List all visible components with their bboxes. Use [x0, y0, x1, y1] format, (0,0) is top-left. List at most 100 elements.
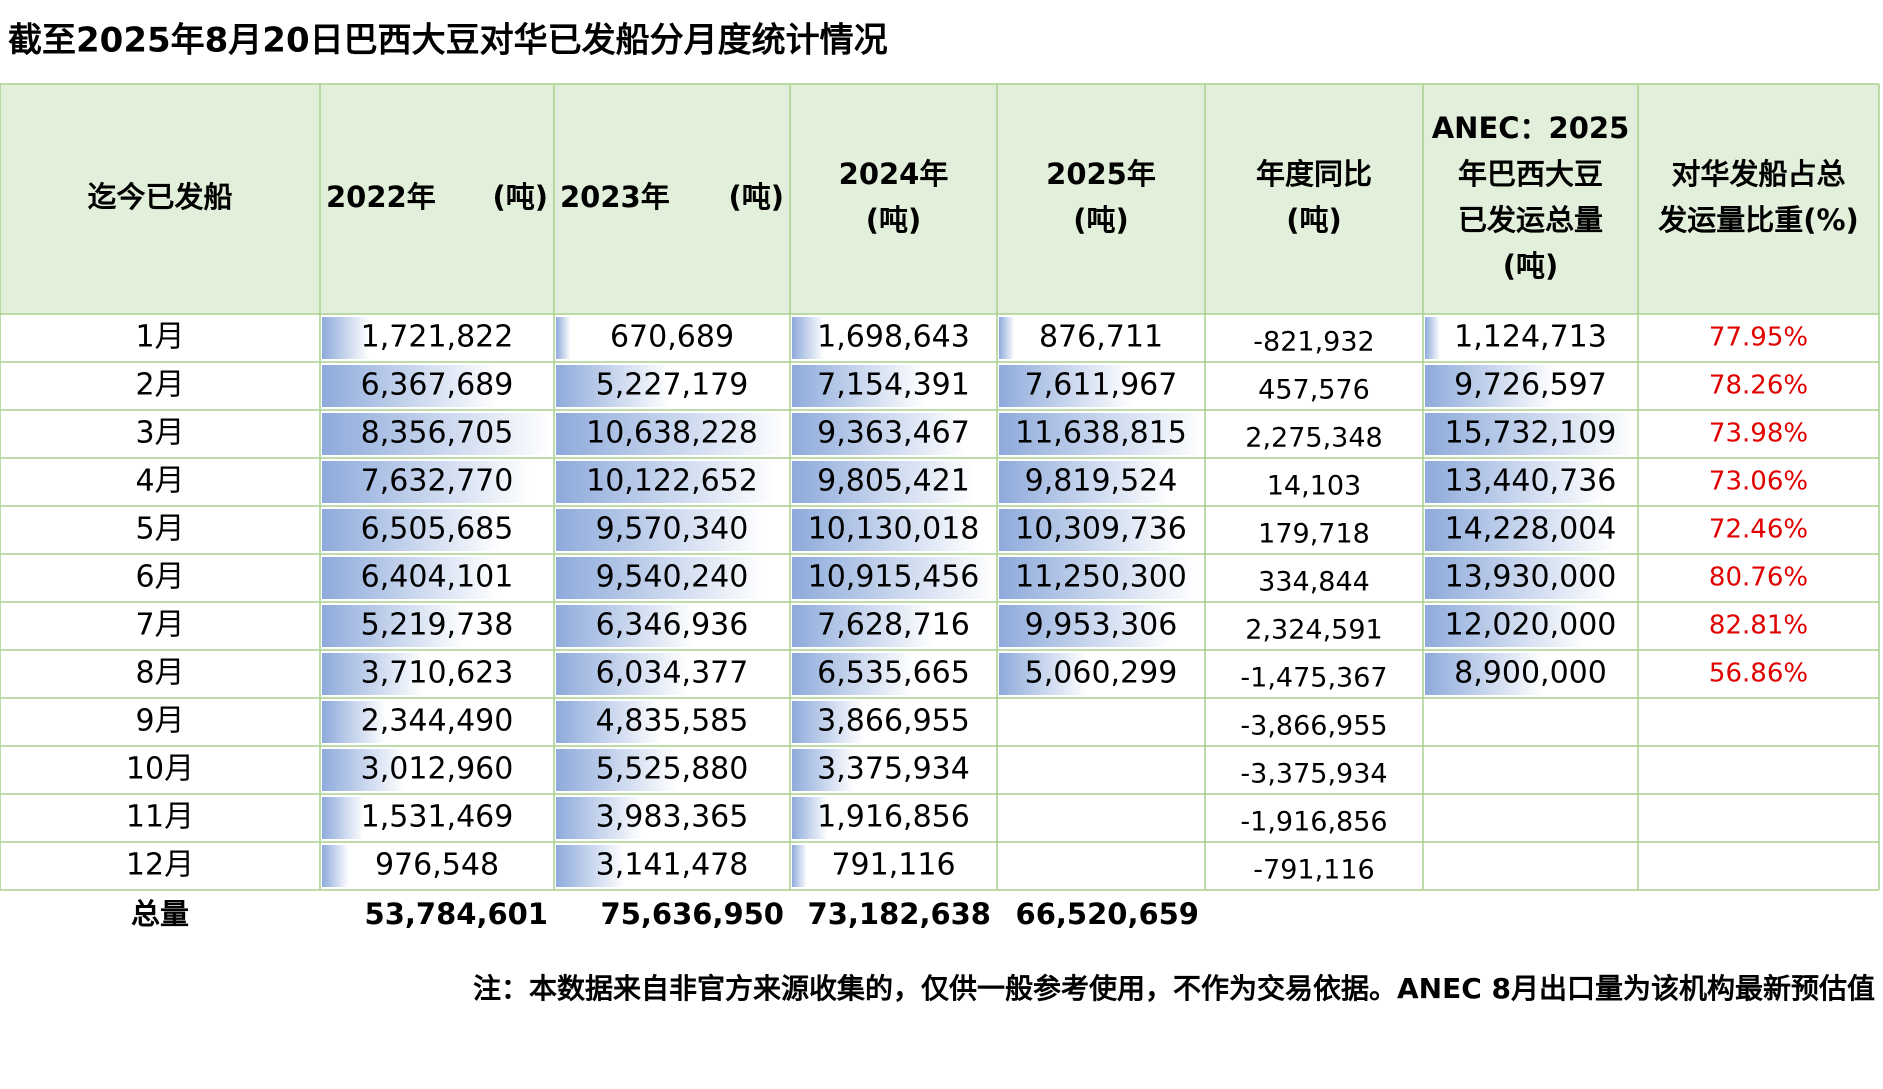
cell-text: 9,363,467	[817, 416, 970, 451]
cell-text: 14,228,004	[1445, 512, 1617, 547]
data-bar	[792, 317, 824, 359]
data-bar	[1425, 557, 1612, 599]
month-label: 6月	[135, 560, 184, 595]
header-text: 已发运总量	[1458, 203, 1603, 237]
data-bar	[556, 413, 788, 455]
cell-text: 1,721,822	[361, 320, 514, 355]
cell-text: 7,632,770	[361, 464, 514, 499]
header-text: (吨)	[866, 203, 922, 237]
cell-text: 1,531,469	[361, 800, 514, 835]
total-text: 66,520,659	[1016, 897, 1199, 931]
cell-text: 11,638,815	[1015, 416, 1187, 451]
header-text: 发运量比重(%)	[1657, 203, 1859, 237]
data-bar	[792, 749, 855, 791]
data-bar	[999, 413, 1203, 455]
header-text: 2024年	[839, 157, 949, 191]
data-bar	[556, 605, 695, 647]
cell-text: 9,540,240	[596, 560, 749, 595]
cell-text: 8,356,705	[361, 416, 514, 451]
month-label: 7月	[135, 608, 184, 643]
cell-text: 457,576	[1258, 375, 1370, 406]
cell-text: 6,346,936	[596, 608, 749, 643]
month-label: 9月	[135, 704, 184, 739]
header-text: (吨)	[1286, 203, 1342, 237]
cell-text: 6,505,685	[361, 512, 514, 547]
cell-text: 5,525,880	[596, 752, 749, 787]
cell-text: 15,732,109	[1445, 416, 1617, 451]
data-bar	[556, 557, 765, 599]
cell-text: -3,866,955	[1240, 711, 1387, 742]
cell-text: 5,060,299	[1025, 656, 1178, 691]
cell-text: -3,375,934	[1240, 759, 1387, 790]
cell-text: 1,124,713	[1454, 320, 1607, 355]
cell-text: 3,710,623	[361, 656, 514, 691]
cell-text: 1,916,856	[817, 800, 970, 835]
cell-text: 12,020,000	[1445, 608, 1617, 643]
data-bar	[322, 365, 498, 407]
data-bar	[999, 461, 1172, 503]
cell-text: 80.76%	[1709, 563, 1808, 593]
data-bar	[999, 317, 1015, 359]
data-bar	[556, 461, 777, 503]
header-text: 对华发船占总	[1671, 157, 1845, 191]
data-bar	[999, 365, 1133, 407]
data-bar	[322, 605, 466, 647]
cell-text: 7,154,391	[817, 368, 970, 403]
data-bar	[322, 413, 552, 455]
cell-text: 10,638,228	[586, 416, 758, 451]
cell-text: 13,440,736	[1445, 464, 1617, 499]
cell-text: 7,611,967	[1025, 368, 1178, 403]
cell-text: 3,866,955	[817, 704, 970, 739]
cell-text: 13,930,000	[1445, 560, 1617, 595]
title: 截至2025年8月20日巴西大豆对华已发船分月度统计情况	[8, 21, 888, 61]
header-bg	[0, 84, 1879, 314]
data-bar	[556, 797, 643, 839]
header-text: (吨)	[728, 180, 784, 214]
month-label: 5月	[135, 512, 184, 547]
header-text: (吨)	[1503, 249, 1559, 283]
cell-text: 10,122,652	[586, 464, 758, 499]
header-text: 2022年	[326, 180, 436, 214]
cell-text: 5,219,738	[361, 608, 514, 643]
cell-text: -791,116	[1253, 855, 1374, 886]
cell-text: 3,983,365	[596, 800, 749, 835]
cell-text: 82.81%	[1709, 611, 1808, 641]
data-bar	[792, 413, 967, 455]
cell-text: 3,141,478	[596, 848, 749, 883]
data-bar	[322, 653, 425, 695]
data-bar	[999, 509, 1180, 551]
cell-text: 670,689	[610, 320, 734, 355]
cell-text: 9,805,421	[817, 464, 970, 499]
data-bar	[1425, 461, 1606, 503]
data-bar	[556, 845, 625, 887]
data-bar	[999, 557, 1197, 599]
data-bar	[556, 317, 571, 359]
month-label: 8月	[135, 656, 184, 691]
cell-text: 334,844	[1258, 567, 1370, 598]
data-bar	[322, 749, 405, 791]
cell-text: 9,819,524	[1025, 464, 1178, 499]
cell-text: 2,344,490	[361, 704, 514, 739]
month-label: 2月	[135, 368, 184, 403]
cell-text: 791,116	[831, 848, 955, 883]
cell-text: 14,103	[1267, 471, 1361, 502]
data-bar	[556, 365, 670, 407]
data-bar	[1425, 509, 1616, 551]
cell-text: -1,475,367	[1240, 663, 1387, 694]
month-label: 4月	[135, 464, 184, 499]
cell-text: 72.46%	[1709, 515, 1808, 545]
data-bar	[556, 509, 765, 551]
cell-text: -821,932	[1253, 327, 1374, 358]
data-bar	[556, 701, 662, 743]
cell-text: 6,404,101	[361, 560, 514, 595]
header-text: 年度同比	[1256, 157, 1372, 191]
data-bar	[1425, 413, 1636, 455]
cell-text: 73.06%	[1709, 467, 1808, 497]
cell-text: 876,711	[1039, 320, 1163, 355]
cell-text: 56.86%	[1709, 659, 1808, 689]
month-label: 12月	[126, 848, 194, 883]
data-bar	[792, 605, 934, 647]
data-bar	[322, 701, 387, 743]
month-label: 11月	[126, 800, 194, 835]
cell-text: 3,012,960	[361, 752, 514, 787]
